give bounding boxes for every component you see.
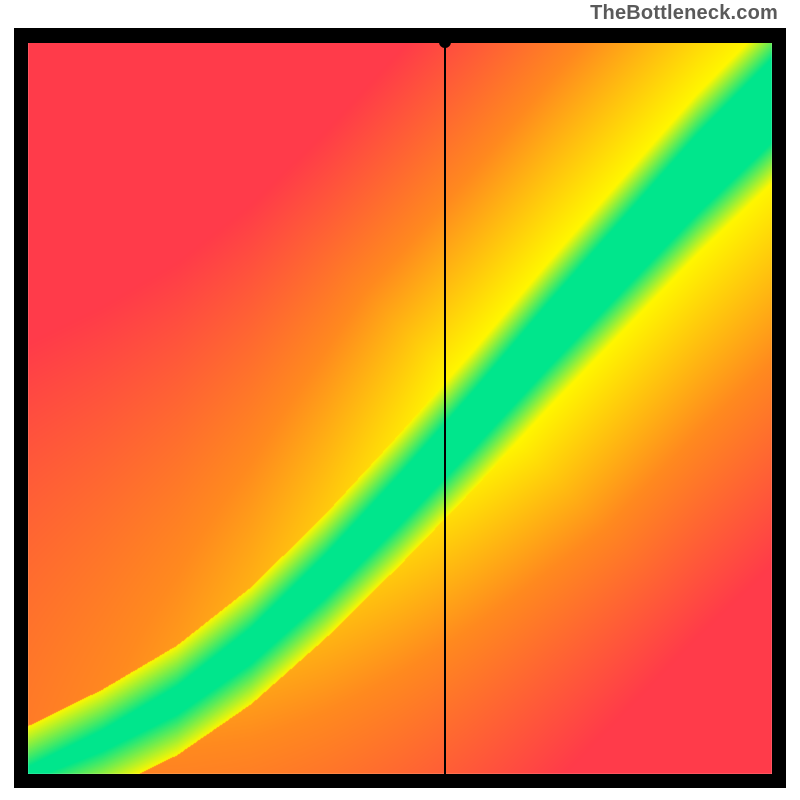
watermark-text: TheBottleneck.com bbox=[590, 2, 778, 25]
heatmap-canvas bbox=[14, 28, 786, 788]
bottleneck-heatmap bbox=[14, 28, 786, 788]
